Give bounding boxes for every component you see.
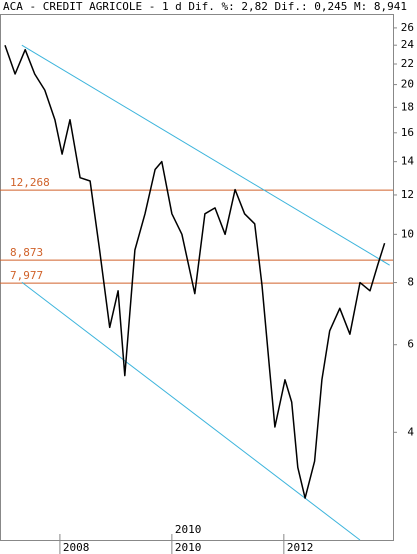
- level-label: 7,977: [10, 269, 43, 282]
- x-tick-label: 2010: [175, 541, 202, 554]
- y-tick-label: 8: [407, 276, 414, 289]
- y-tick-label: 14: [401, 155, 415, 168]
- y-tick-label: 10: [401, 227, 414, 240]
- y-tick-label: 22: [401, 57, 414, 70]
- level-label: 8,873: [10, 246, 43, 259]
- y-tick-label: 24: [401, 38, 415, 51]
- x-tick-label: 2012: [287, 541, 314, 554]
- trend-line: [21, 281, 361, 541]
- cursor-label: 2010: [175, 523, 202, 536]
- y-tick-label: 4: [407, 425, 414, 438]
- y-tick-label: 12: [401, 188, 414, 201]
- price-line: [4, 44, 386, 499]
- plot-frame: [0, 14, 394, 541]
- y-tick-label: 26: [401, 21, 414, 34]
- y-tick-label: 16: [401, 126, 414, 139]
- chart-title: ACA - CREDIT AGRICOLE - 1 d Dif. %: 2,82…: [3, 0, 407, 13]
- y-tick-label: 18: [401, 100, 414, 113]
- level-label: 12,268: [10, 176, 50, 189]
- y-tick-label: 20: [401, 78, 414, 91]
- y-tick-label: 6: [407, 338, 414, 351]
- trend-line: [21, 44, 390, 266]
- x-tick-label: 2008: [63, 541, 90, 554]
